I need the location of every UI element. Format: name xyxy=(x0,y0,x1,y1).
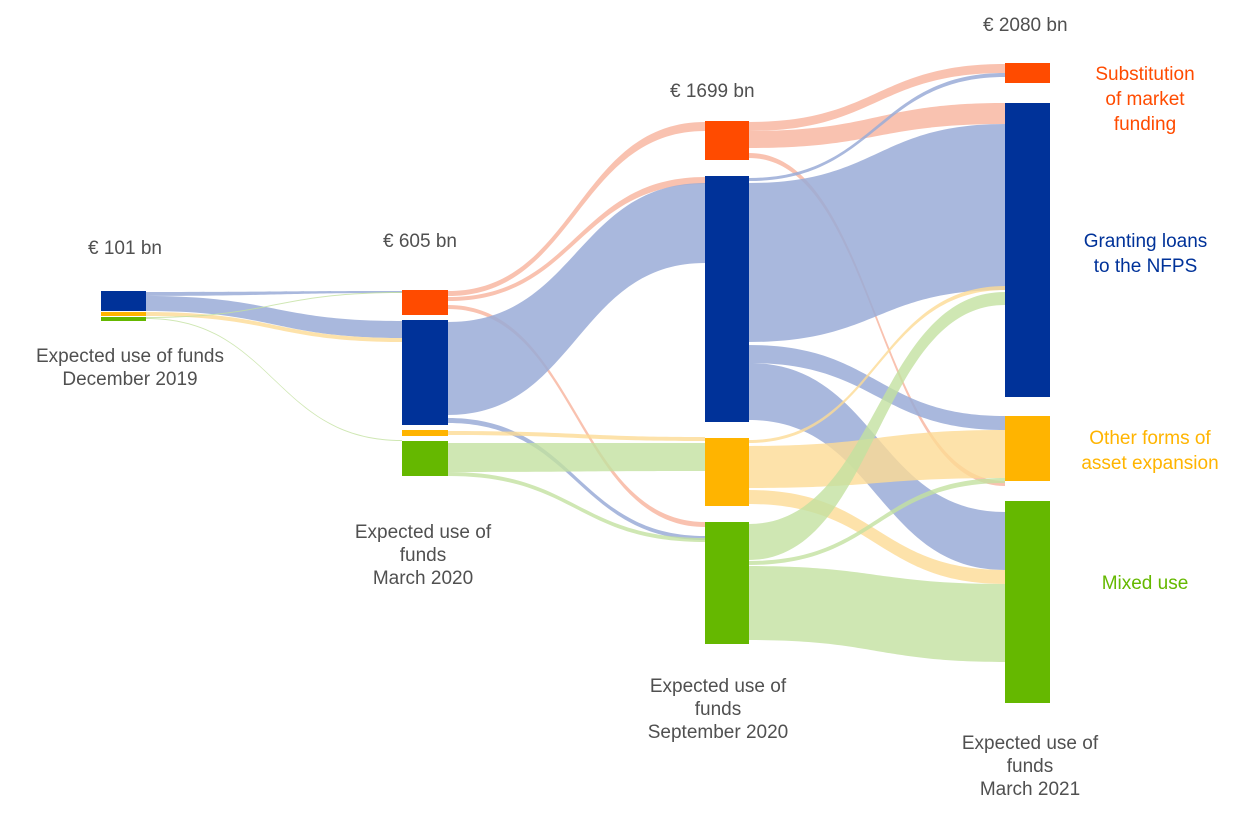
flow-link-market xyxy=(749,153,1005,486)
category-label-line: Other forms of xyxy=(1089,428,1211,449)
flow-link-loans xyxy=(146,291,402,296)
node-market-stage-4 xyxy=(1005,63,1050,83)
flow-link-asset xyxy=(749,286,1005,443)
category-label-line: Substitution xyxy=(1095,64,1195,85)
node-asset-stage-1 xyxy=(101,312,146,316)
node-mixed-stage-2 xyxy=(402,441,448,476)
flow-link-mixed xyxy=(448,472,705,542)
flow-link-mixed xyxy=(146,292,402,318)
stage-label-dec-2019: Expected use of funds December 2019 xyxy=(10,345,250,391)
stage-label-sep-2020: Expected use of funds September 2020 xyxy=(608,675,828,744)
flow-link-asset xyxy=(749,490,1005,584)
stage-label-mar-2021: Expected use of funds March 2021 xyxy=(930,732,1130,801)
category-label-line: Mixed use xyxy=(1101,573,1189,594)
flow-link-loans xyxy=(749,73,1005,181)
node-loans-stage-4 xyxy=(1005,103,1050,397)
stage-label-line: Expected use of xyxy=(354,522,492,543)
flow-link-asset xyxy=(146,312,402,342)
flow-link-mixed xyxy=(749,566,1005,662)
stage-total-sep-2020: € 1699 bn xyxy=(670,81,755,102)
flow-link-loans xyxy=(749,345,1005,430)
category-label-asset-expansion: Other forms of asset expansion xyxy=(1065,426,1235,476)
category-label-market-funding: Substitution of market funding xyxy=(1075,62,1215,137)
node-asset-stage-3 xyxy=(705,438,749,506)
node-loans-stage-1 xyxy=(101,291,146,311)
category-label-line: to the NFPS xyxy=(1093,256,1198,277)
stage-label-line: Expected use of funds xyxy=(35,346,224,367)
category-label-granting-loans: Granting loans to the NFPS xyxy=(1068,229,1223,279)
category-label-line: Granting loans xyxy=(1083,231,1208,252)
flow-link-loans xyxy=(146,296,402,338)
flow-link-asset xyxy=(448,431,705,441)
node-loans-stage-2 xyxy=(402,320,448,425)
stage-label-line: funds xyxy=(1006,756,1054,777)
stage-label-line: Expected use of xyxy=(649,676,787,697)
stage-label-line: funds xyxy=(694,699,742,720)
flow-link-market xyxy=(749,64,1005,131)
category-label-mixed-use: Mixed use xyxy=(1075,571,1215,596)
stage-label-line: funds xyxy=(399,545,447,566)
flow-link-mixed xyxy=(448,443,705,472)
flow-link-loans xyxy=(448,418,705,540)
stage-total-mar-2021: € 2080 bn xyxy=(983,15,1068,36)
category-label-line: asset expansion xyxy=(1081,453,1219,474)
flow-link-market xyxy=(448,305,705,527)
node-mixed-stage-3 xyxy=(705,522,749,644)
node-market-stage-3 xyxy=(705,121,749,160)
flow-link-loans xyxy=(749,124,1005,342)
stage-label-line: March 2020 xyxy=(372,568,474,589)
node-market-stage-2 xyxy=(402,290,448,315)
stage-total-mar-2020: € 605 bn xyxy=(383,231,457,252)
flow-link-mixed xyxy=(749,292,1005,560)
node-asset-stage-2 xyxy=(402,430,448,436)
category-label-line: of market xyxy=(1105,89,1185,110)
flow-link-market xyxy=(448,177,705,301)
flow-link-mixed xyxy=(749,478,1005,565)
stage-total-dec-2019: € 101 bn xyxy=(88,238,162,259)
node-mixed-stage-1 xyxy=(101,317,146,321)
category-label-line: funding xyxy=(1113,114,1177,135)
node-loans-stage-3 xyxy=(705,176,749,422)
flow-link-loans xyxy=(448,183,705,415)
flow-link-market xyxy=(448,122,705,296)
stage-label-mar-2020: Expected use of funds March 2020 xyxy=(323,521,523,590)
stage-label-line: September 2020 xyxy=(647,722,789,743)
flow-link-mixed xyxy=(146,318,402,441)
node-mixed-stage-4 xyxy=(1005,501,1050,703)
stage-label-line: Expected use of xyxy=(961,733,1099,754)
stage-label-line: December 2019 xyxy=(62,369,198,390)
node-asset-stage-4 xyxy=(1005,416,1050,481)
flow-link-asset xyxy=(749,430,1005,488)
stage-label-line: March 2021 xyxy=(979,779,1081,800)
